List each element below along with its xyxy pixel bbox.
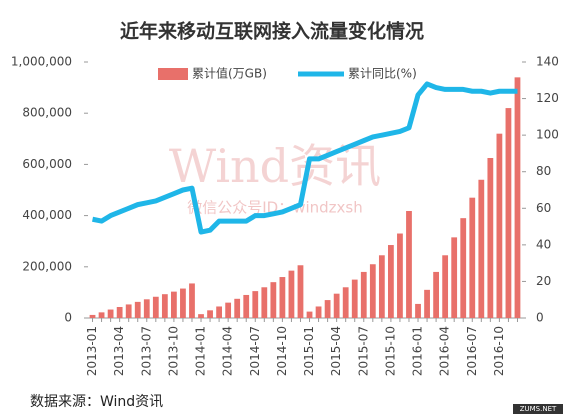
x-tick-label: 2015-07: [356, 326, 370, 376]
bar: [225, 302, 232, 318]
y-tick-label: 800,000: [22, 106, 72, 120]
x-tick-label: 2016-10: [492, 326, 506, 376]
bar: [415, 303, 421, 318]
x-tick-label: 2016-01: [411, 326, 425, 376]
bar: [505, 108, 512, 318]
y2-tick-label: 40: [536, 237, 551, 251]
bar: [378, 255, 385, 318]
y2-tick-label: 140: [536, 55, 559, 69]
bar: [252, 291, 259, 318]
bar: [451, 237, 458, 318]
chart-title: 近年来移动互联网接入流量变化情况: [120, 20, 424, 43]
x-tick-label: 2016-04: [438, 326, 452, 376]
bar: [496, 133, 503, 318]
bar: [342, 287, 349, 318]
x-tick-label: 2015-04: [329, 326, 343, 376]
y-tick-label: 1,000,000: [11, 55, 72, 69]
bar: [152, 296, 159, 318]
y2-tick-label: 0: [536, 311, 544, 325]
bar: [107, 309, 114, 318]
bar: [125, 304, 132, 318]
bar: [324, 300, 331, 318]
logo: ZUMS.NET: [520, 405, 557, 413]
y-tick-label: 200,000: [22, 259, 72, 273]
x-tick-label: 2015-01: [302, 326, 316, 376]
bar: [306, 311, 313, 318]
bar: [98, 312, 105, 318]
bar: [424, 289, 430, 318]
bar: [351, 279, 358, 318]
x-tick-label: 2013-07: [139, 326, 153, 376]
y2-tick-label: 120: [536, 91, 559, 105]
x-tick-label: 2015-10: [383, 326, 397, 376]
bar: [243, 294, 250, 318]
bar: [279, 277, 286, 318]
bar: [143, 299, 150, 318]
logo-bg: [513, 404, 563, 414]
bar: [288, 270, 295, 318]
bar: [180, 288, 186, 318]
x-tick-label: 2013-04: [112, 326, 126, 376]
x-tick-label: 2014-01: [194, 326, 208, 376]
bar: [198, 314, 204, 318]
x-tick-label: 2014-07: [248, 326, 262, 376]
x-tick-label: 2014-04: [221, 326, 235, 376]
bar: [270, 282, 277, 318]
bar: [207, 310, 213, 318]
x-tick-label: 2014-10: [275, 326, 289, 376]
bar: [216, 306, 222, 318]
line: [92, 81, 518, 235]
bar: [360, 271, 367, 318]
x-tick-label: 2013-10: [166, 326, 180, 376]
source: 数据来源：Wind资讯: [30, 394, 163, 410]
legend-label: 累计值(万GB): [192, 66, 267, 81]
x-tick-label: 2013-01: [85, 326, 99, 376]
y-tick-label: 400,000: [22, 208, 72, 222]
bar: [161, 294, 168, 318]
bar: [442, 255, 449, 318]
legend-swatch: [158, 68, 188, 80]
bar: [89, 314, 96, 318]
bar: [171, 291, 177, 318]
legend-label: 累计同比(%): [348, 67, 417, 81]
x-tick-label: 2016-07: [465, 326, 479, 376]
bar: [514, 77, 521, 318]
bar: [369, 264, 376, 318]
bar: [189, 283, 195, 318]
y-tick-label: 600,000: [22, 157, 72, 171]
bar: [234, 298, 241, 318]
y-tick-label: 0: [64, 311, 72, 325]
y2-tick-label: 20: [536, 274, 551, 288]
y2-tick-label: 60: [536, 201, 551, 215]
bar: [297, 265, 304, 318]
bar: [333, 293, 340, 318]
y2-tick-label: 100: [536, 128, 559, 142]
watermark-sub: 微信公众号ID：windzxsh: [187, 199, 363, 217]
bar: [469, 197, 476, 318]
bar: [315, 306, 322, 318]
bar: [261, 287, 268, 318]
y2-tick-label: 80: [536, 164, 551, 178]
bar: [397, 233, 403, 318]
bar: [460, 218, 467, 318]
bar: [388, 245, 394, 318]
bar: [116, 306, 123, 318]
bar: [406, 210, 412, 318]
bar: [487, 158, 494, 318]
bar: [134, 301, 141, 318]
bar: [478, 179, 485, 318]
bar: [433, 271, 439, 318]
